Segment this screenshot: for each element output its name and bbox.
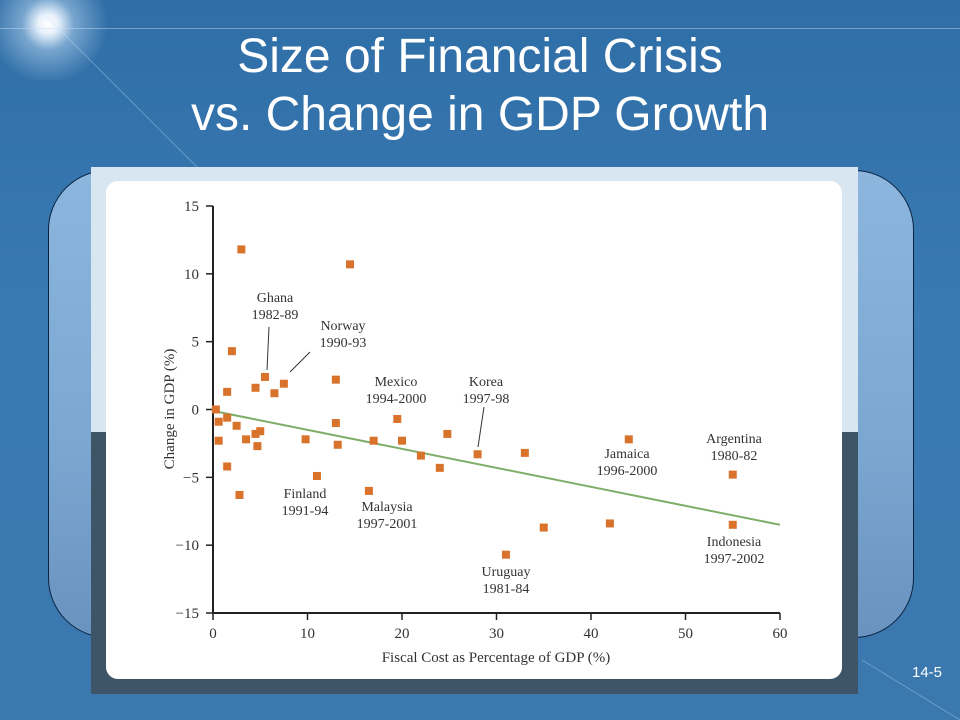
data-point: [223, 413, 232, 422]
data-point: [251, 429, 260, 438]
x-tick-label: 40: [584, 626, 599, 642]
data-point: [270, 389, 279, 398]
y-tick-label: −15: [176, 606, 199, 622]
data-point: [416, 451, 425, 460]
annotation-label: 1996-2000: [597, 464, 658, 479]
annotation-label: 1994-2000: [366, 392, 427, 407]
y-tick-label: 0: [192, 403, 200, 419]
x-tick-label: 30: [489, 626, 504, 642]
data-point: [364, 486, 373, 495]
annotation-label: Finland: [284, 487, 327, 502]
data-points: [211, 245, 737, 559]
annotation-label: 1982-89: [252, 308, 299, 323]
annotations: Ghana 1982-89 Norway 1990-93 Mexico 1994-2000…: [252, 291, 765, 597]
x-tick-label: 10: [300, 626, 315, 642]
annotation-label: 1981-84: [483, 582, 530, 597]
data-point: [393, 414, 402, 423]
light-flare-decoration: [0, 0, 120, 80]
slide-title-line-2: vs. Change in GDP Growth: [190, 88, 770, 141]
chart-axes: [212, 206, 780, 614]
trend-line: [212, 409, 781, 526]
data-point: [211, 405, 220, 414]
data-point: [242, 435, 251, 444]
data-point: [260, 372, 269, 381]
annotation-label: Indonesia: [707, 535, 762, 550]
annotation-label: 1991-94: [282, 504, 329, 519]
data-point: [251, 383, 260, 392]
data-point: [435, 463, 444, 472]
header-rule: [0, 28, 960, 29]
data-point: [605, 519, 614, 528]
data-point: [237, 245, 246, 254]
chart-card: [106, 181, 842, 679]
annotation-label: 1997-2001: [357, 517, 418, 532]
annotation-leader: [289, 351, 311, 373]
annotation-label: Mexico: [375, 375, 418, 390]
slide-title: Size of Financial Crisis vs. Change in G…: [0, 28, 960, 144]
data-point: [331, 419, 340, 428]
annotation-label: Malaysia: [361, 500, 413, 515]
annotation-label: Korea: [469, 375, 504, 390]
annotation-label: Argentina: [706, 432, 763, 447]
y-tick-label: −10: [176, 538, 199, 554]
annotation-label: Jamaica: [604, 447, 650, 462]
annotation-label: 1980-82: [711, 449, 758, 464]
data-point: [624, 435, 633, 444]
annotation-label: 1997-2002: [704, 552, 765, 567]
data-point: [369, 436, 378, 445]
data-point: [333, 440, 342, 449]
annotation-label: Norway: [320, 319, 365, 334]
y-axis-label: Change in GDP (%): [162, 349, 178, 470]
x-tick-label: 20: [395, 626, 410, 642]
annotation-label: 1990-93: [320, 336, 367, 351]
data-point: [227, 347, 236, 356]
annotation-leader: [477, 406, 485, 448]
data-point: [728, 520, 737, 529]
y-tick-label: 10: [184, 267, 199, 283]
data-point: [223, 387, 232, 396]
data-point: [728, 470, 737, 479]
data-point: [214, 436, 223, 445]
x-axis-label: Fiscal Cost as Percentage of GDP (%): [382, 650, 611, 666]
data-point: [235, 490, 244, 499]
data-point: [520, 448, 529, 457]
y-tick-label: 15: [184, 199, 199, 215]
data-point: [346, 260, 355, 269]
y-tick-label: 5: [192, 335, 200, 351]
data-point: [443, 429, 452, 438]
data-point: [253, 442, 262, 451]
data-point: [331, 375, 340, 384]
data-point: [301, 435, 310, 444]
y-tick-label: −5: [183, 470, 199, 486]
data-point: [539, 523, 548, 532]
data-point: [279, 379, 288, 388]
slide-number: 14-5: [912, 664, 943, 681]
annotation-label: 1997-98: [463, 392, 510, 407]
data-point: [214, 417, 223, 426]
data-point: [501, 550, 510, 559]
annotation-label: Uruguay: [482, 565, 531, 580]
data-point: [256, 427, 265, 436]
data-point: [312, 471, 321, 480]
annotation-leader: [266, 326, 270, 371]
data-point: [398, 436, 406, 445]
x-tick-label: 60: [773, 626, 788, 642]
data-point: [473, 450, 482, 459]
data-point: [232, 421, 241, 430]
data-point: [223, 462, 232, 471]
x-tick-label: 50: [678, 626, 693, 642]
slide-title-line-1: Size of Financial Crisis: [237, 30, 723, 83]
annotation-label: Ghana: [257, 291, 294, 306]
x-tick-label: 0: [209, 626, 217, 642]
